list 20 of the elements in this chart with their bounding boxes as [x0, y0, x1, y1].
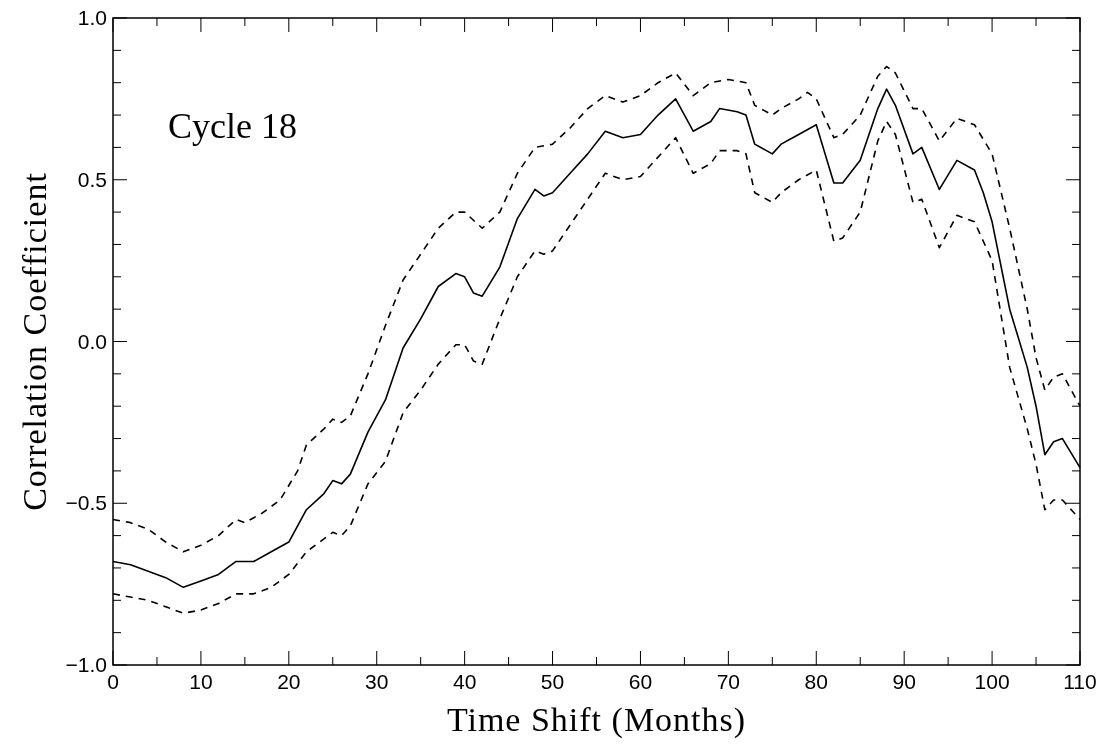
- x-tick-label: 10: [189, 670, 213, 693]
- x-tick-label: 110: [1063, 670, 1097, 693]
- x-tick-label: 60: [628, 670, 653, 693]
- x-axis-title: Time Shift (Months): [446, 701, 747, 739]
- x-tick-label: 70: [716, 670, 741, 693]
- y-tick-label: 0.0: [77, 329, 107, 353]
- x-tick-label: 100: [974, 670, 1010, 693]
- annotation: Cycle 18: [168, 106, 297, 146]
- y-tick-label: 0.5: [77, 167, 107, 191]
- x-tick-label: 20: [277, 670, 301, 693]
- y-tick-label: −0.5: [65, 491, 107, 515]
- x-tick-label: 40: [452, 670, 477, 693]
- x-tick-label: 50: [540, 670, 565, 693]
- y-axis-title: Correlation Coefficient: [16, 172, 53, 511]
- y-tick-label: 1.0: [77, 6, 107, 29]
- x-tick-label: 80: [804, 670, 828, 693]
- y-tick-label: −1.0: [65, 653, 107, 676]
- x-tick-label: 0: [107, 670, 119, 693]
- x-tick-label: 30: [365, 670, 389, 693]
- x-tick-label: 90: [892, 670, 916, 693]
